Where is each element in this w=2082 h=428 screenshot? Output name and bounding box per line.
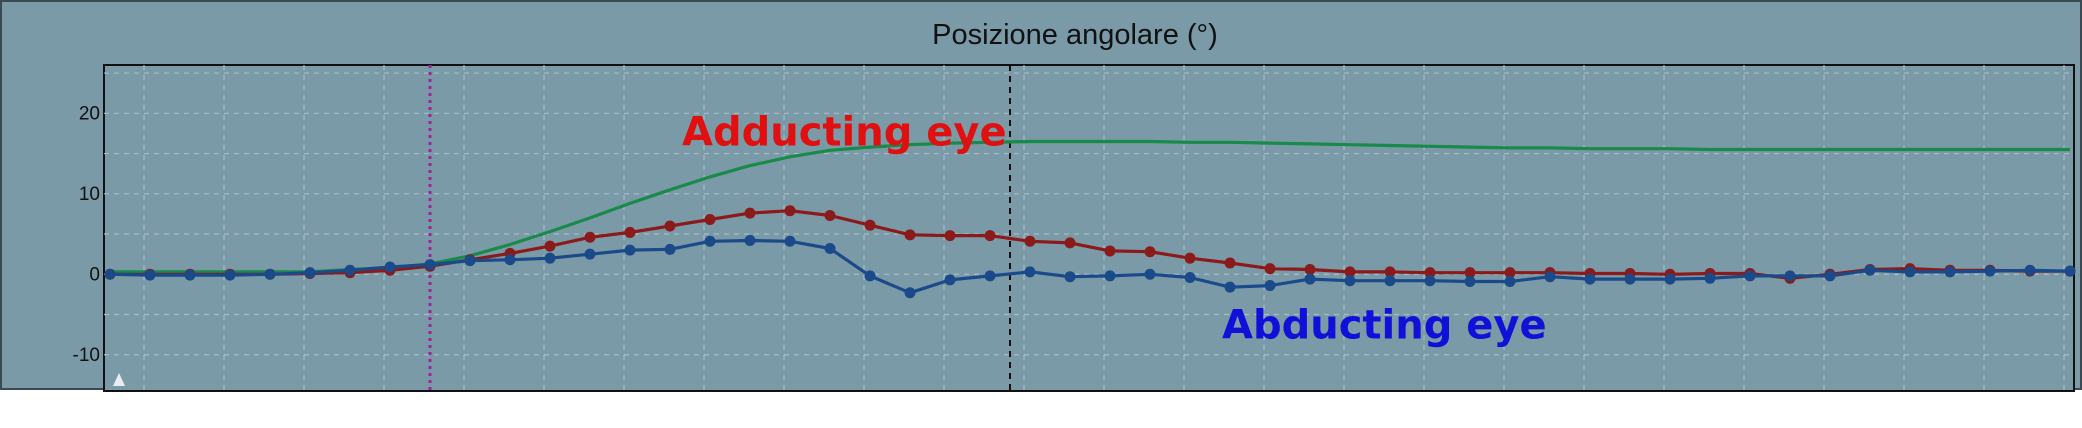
- data-point: [1824, 270, 1836, 282]
- data-point: [1144, 268, 1156, 280]
- data-point: [1304, 273, 1316, 285]
- data-point: [1024, 235, 1036, 247]
- y-tick-label: 20: [79, 103, 100, 124]
- chart-panel: Posizione angolare (°) 20 10 0 -10 Adductin…: [0, 0, 2082, 392]
- data-point: [944, 230, 956, 242]
- data-point: [864, 219, 876, 231]
- corner-triangle-icon: [113, 373, 125, 386]
- y-tick-label: -10: [73, 345, 100, 366]
- data-point: [1184, 272, 1196, 284]
- data-point: [1544, 271, 1556, 283]
- data-point: [744, 207, 756, 219]
- data-point: [584, 231, 596, 243]
- grid: [104, 65, 2074, 391]
- data-point: [1504, 276, 1516, 288]
- data-point: [1704, 272, 1716, 284]
- data-point: [1264, 263, 1276, 275]
- data-point: [304, 267, 316, 279]
- series-line-3: [109, 238, 2071, 295]
- data-point: [584, 248, 596, 260]
- data-point: [624, 244, 636, 256]
- data-point: [624, 226, 636, 238]
- data-point: [1064, 271, 1076, 283]
- data-point: [904, 229, 916, 241]
- data-point: [504, 254, 516, 266]
- data-point: [464, 255, 476, 267]
- y-tick-label: 0: [89, 264, 100, 285]
- y-tick-label: 10: [79, 184, 100, 205]
- data-point: [1224, 281, 1236, 293]
- data-point: [1624, 273, 1636, 285]
- annotation-label: Adducting eye: [682, 109, 1007, 155]
- data-point: [864, 270, 876, 282]
- y-axis-ticks: 20 10 0 -10: [73, 103, 100, 365]
- data-point: [1144, 246, 1156, 258]
- data-point: [1464, 276, 1476, 288]
- data-point: [1024, 266, 1036, 278]
- data-point: [184, 269, 196, 281]
- data-point: [264, 268, 276, 280]
- data-point: [1424, 267, 1436, 279]
- data-point: [1864, 264, 1876, 276]
- data-point: [1064, 237, 1076, 249]
- data-point: [344, 264, 356, 276]
- data-point: [1384, 275, 1396, 287]
- data-point: [2024, 264, 2036, 276]
- data-point: [1904, 266, 1916, 278]
- data-point: [2064, 265, 2076, 277]
- data-point: [1104, 270, 1116, 282]
- data-point: [1424, 275, 1436, 287]
- data-point: [544, 240, 556, 252]
- data-point: [1304, 263, 1316, 275]
- data-point: [1744, 270, 1756, 282]
- data-point: [704, 214, 716, 226]
- vertical-markers: [428, 65, 1011, 391]
- data-point: [424, 259, 436, 271]
- data-point: [1264, 280, 1276, 292]
- data-point: [1984, 265, 1996, 277]
- data-point: [544, 252, 556, 264]
- data-point: [744, 234, 756, 246]
- chart-title: Posizione angolare (°): [932, 19, 1218, 51]
- data-point: [1784, 270, 1796, 282]
- data-point: [1224, 257, 1236, 269]
- data-point: [824, 243, 836, 255]
- data-point: [784, 235, 796, 247]
- data-point: [704, 235, 716, 247]
- data-point: [1344, 266, 1356, 278]
- data-point: [224, 269, 236, 281]
- data-point: [1384, 266, 1396, 278]
- annotations: Adducting eye Abducting eye: [682, 109, 1547, 348]
- data-point: [1344, 275, 1356, 287]
- data-point: [784, 205, 796, 217]
- data-point: [904, 287, 916, 299]
- plot-area: [103, 64, 2075, 392]
- data-point: [984, 270, 996, 282]
- data-point: [944, 274, 956, 286]
- data-point: [384, 261, 396, 273]
- data-point: [664, 243, 676, 255]
- data-point: [1464, 267, 1476, 279]
- data-point: [1504, 267, 1516, 279]
- data-point: [144, 269, 156, 281]
- data-point: [1664, 273, 1676, 285]
- data-point: [1104, 245, 1116, 257]
- data-point: [1584, 273, 1596, 285]
- data-point: [104, 268, 116, 280]
- series-layer: [104, 139, 2076, 299]
- data-point: [1944, 266, 1956, 278]
- annotation-label: Abducting eye: [1222, 303, 1547, 349]
- data-point: [664, 220, 676, 232]
- data-point: [824, 210, 836, 222]
- chart-svg: Posizione angolare (°) 20 10 0 -10 Adductin…: [73, 19, 2076, 392]
- data-point: [984, 230, 996, 242]
- data-point: [1184, 252, 1196, 264]
